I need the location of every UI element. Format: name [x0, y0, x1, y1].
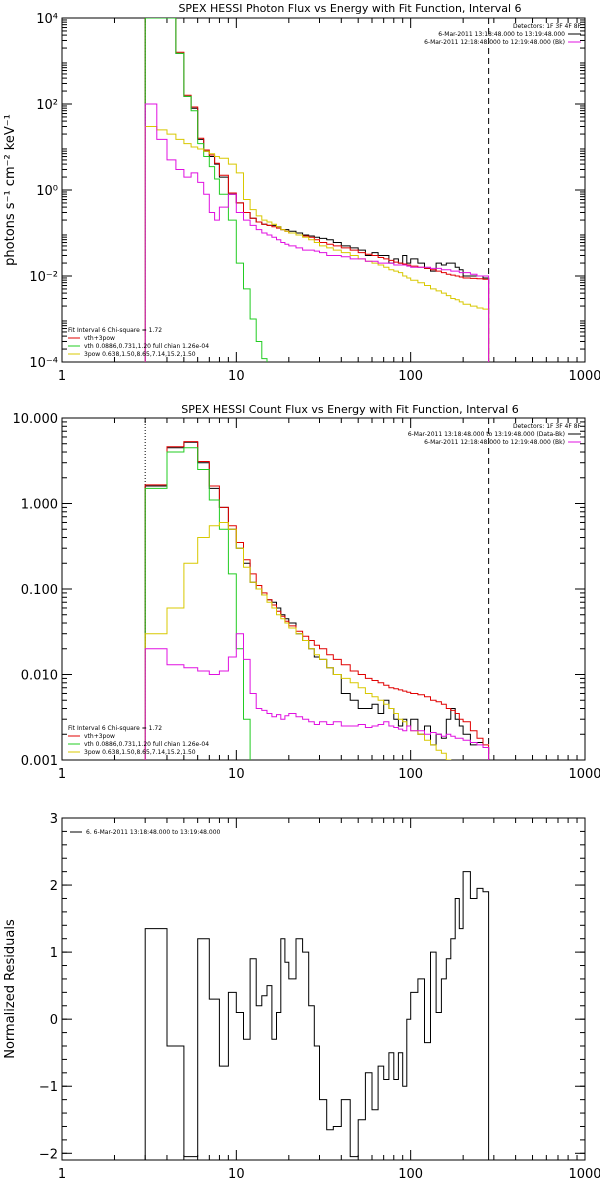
y-tick-label: 1: [50, 946, 58, 961]
series-group: [144, 18, 490, 362]
y-tick-label: 10²: [36, 98, 58, 113]
y-tick-label: 0.001: [21, 754, 58, 769]
x-tick-label: 1: [58, 1167, 66, 1182]
legend-entry: vth+3pow: [84, 335, 115, 342]
x-tick-label: 100: [398, 767, 423, 782]
y-tick-label: 3: [50, 812, 58, 827]
series-line: [144, 18, 268, 362]
plot-frame: [61, 417, 586, 761]
x-tick-label: 100: [398, 369, 423, 384]
x-tick-label: 1: [58, 767, 66, 782]
series-line: [144, 18, 490, 362]
series-line: [144, 18, 490, 362]
x-tick-label: 10: [228, 369, 245, 384]
legend-entry: 6-Mar-2011 12:18:48.000 to 12:19:48.000 …: [424, 439, 565, 446]
count-flux-title: SPEX HESSI Count Flux vs Energy with Fit…: [181, 403, 518, 416]
x-tick-label: 10: [228, 767, 245, 782]
series-line: [144, 441, 490, 760]
plot-frame: [61, 17, 586, 363]
x-tick-label: 100: [398, 1167, 423, 1182]
count-flux-panel: SPEX HESSI Count Flux vs Energy with Fit…: [13, 403, 600, 782]
x-tick-label: 10: [228, 1167, 245, 1182]
series-line: [144, 103, 490, 362]
residuals-panel: 1 10 100 1000 −2 −1 0 1 2 3 Normalized Residuals 6.…: [3, 812, 600, 1182]
legend-entry: 3pow 0.638,1.50,8.65,7.14,15.2,1.50: [84, 749, 196, 756]
series-line: [144, 871, 490, 1160]
x-tick-label: 1: [58, 369, 66, 384]
y-tick-label: −1: [39, 1080, 58, 1095]
legend-header: Fit Interval 6 Chi-square = 1.72: [68, 327, 162, 334]
legend-entry: vth 0.0886,0.731,1.20 full chian 1.26e-0…: [84, 343, 209, 350]
series-line: [144, 522, 456, 760]
legend-entry: 6-Mar-2011 13:18:48.000 to 13:19:48.000 …: [408, 431, 565, 438]
legend-entry: vth+3pow: [84, 733, 115, 740]
y-tick-label: 0.010: [21, 669, 58, 684]
series-line: [144, 126, 490, 362]
x-tick-label: 1000: [568, 1167, 600, 1182]
legend-entry: 6-Mar-2011 12:18:48.000 to 12:19:48.000 …: [424, 39, 565, 46]
y-tick-label: 10⁻²: [29, 270, 58, 285]
legend-entry: 3pow 0.638,1.50,8.65,7.14,15.2,1.50: [84, 351, 196, 358]
series-group: [144, 418, 490, 760]
y-axis-title: Normalized Residuals: [3, 919, 18, 1059]
series-line: [144, 633, 490, 760]
series-line: [144, 447, 251, 760]
y-tick-label: −2: [39, 1147, 58, 1162]
x-tick-label: 1000: [568, 767, 600, 782]
series-group: [144, 871, 490, 1160]
y-tick-label: 0.100: [21, 583, 58, 598]
y-tick-label: 2: [50, 879, 58, 894]
y-tick-label: 1.000: [21, 498, 58, 513]
y-tick-label: 10⁴: [36, 12, 58, 27]
y-tick-label: 10⁰: [36, 184, 58, 199]
legend-header: Detectors: 1F 3F 4F 8F: [513, 23, 582, 30]
legend-entry: 6-Mar-2011 13:18:48.000 to 13:19:48.000: [438, 31, 565, 38]
legend-header: Fit Interval 6 Chi-square = 1.72: [68, 725, 162, 732]
series-line: [144, 441, 490, 760]
x-tick-label: 1000: [568, 369, 600, 384]
legend-header: Detectors: 1F 3F 4F 8F: [513, 423, 582, 430]
plot-frame: [61, 817, 586, 1161]
y-tick-label: 10.000: [13, 412, 59, 427]
y-axis-title: photons s⁻¹ cm⁻² keV⁻¹: [3, 114, 18, 266]
legend-entry: vth 0.0886,0.731,1.20 full chian 1.26e-0…: [84, 741, 209, 748]
photon-flux-title: SPEX HESSI Photon Flux vs Energy with Fi…: [178, 2, 521, 15]
legend-entry: 6. 6-Mar-2011 13:18:48.000 to 13:19:48.0…: [86, 829, 221, 836]
photon-flux-panel: SPEX HESSI Photon Flux vs Energy with Fi…: [3, 2, 600, 384]
y-tick-label: 10⁻⁴: [29, 356, 58, 371]
y-tick-label: 0: [50, 1013, 58, 1028]
